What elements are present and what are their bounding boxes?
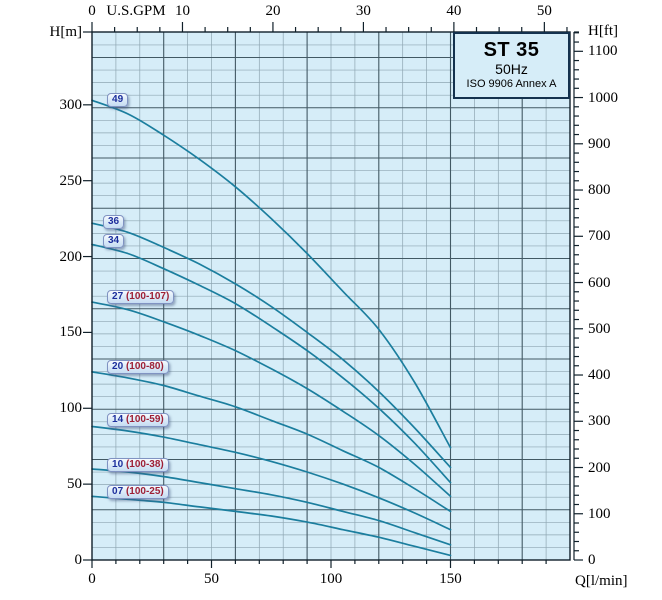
right-axis-tick-label: 600 xyxy=(588,274,611,291)
curve-stage-count: 07 xyxy=(112,486,124,498)
pump-curves xyxy=(91,99,452,557)
top-axis-tick-label: 50 xyxy=(536,3,552,19)
top-axis-title: U.S.GPM xyxy=(106,3,166,19)
right-axis-tick-label: 900 xyxy=(588,135,611,152)
title-box: ST 35 50Hz ISO 9906 Annex A xyxy=(453,32,570,99)
pump-curve-36 xyxy=(91,222,452,469)
curve-stage-count: 27 xyxy=(112,290,124,302)
curve-label-10: 10 (100-38) xyxy=(107,458,169,473)
frequency-label: 50Hz xyxy=(495,61,528,77)
right-axis-tick-label: 800 xyxy=(588,182,611,199)
top-axis-tick-label: 20 xyxy=(265,3,281,19)
bottom-axis-tick-label: 100 xyxy=(319,571,343,587)
curve-label-07: 07 (100-25) xyxy=(107,485,169,500)
right-axis-tick-label: 700 xyxy=(588,228,611,245)
standard-label: ISO 9906 Annex A xyxy=(466,78,557,90)
curve-motor-code: (100-25) xyxy=(123,486,164,498)
bottom-axis-tick-label: 0 xyxy=(88,571,96,587)
left-axis-tick-label: 200 xyxy=(59,248,83,265)
pump-curve-14 xyxy=(91,425,452,531)
curve-motor-code: (100-80) xyxy=(123,361,164,372)
left-axis-tick-label: 150 xyxy=(59,324,83,341)
curve-stage-count: 34 xyxy=(107,234,120,246)
top-axis-tick-label: 40 xyxy=(446,3,462,19)
left-axis-tick-label: 100 xyxy=(59,400,83,417)
curve-motor-code: (100-59) xyxy=(123,413,164,425)
right-axis-tick-label: 1000 xyxy=(588,89,618,106)
bottom-axis-tick-label: 50 xyxy=(204,571,219,587)
right-axis-tick-label: 1100 xyxy=(588,43,618,60)
bottom-axis-title: Q[l/min] xyxy=(575,573,628,589)
top-axis-tick-label: 30 xyxy=(355,3,371,19)
axis-ticks xyxy=(83,22,583,568)
curve-stage-count: 20 xyxy=(112,361,124,372)
pump-curve-10 xyxy=(91,468,452,546)
curve-label-27: 27 (100-107) xyxy=(107,289,175,304)
curve-stage-count: 49 xyxy=(112,93,124,105)
right-axis-tick-label: 500 xyxy=(588,320,611,337)
pump-curve-20 xyxy=(91,371,452,513)
curve-stage-count: 36 xyxy=(107,215,120,227)
left-axis-tick-label: 250 xyxy=(59,172,83,189)
right-axis-tick-label: 300 xyxy=(588,413,611,430)
curve-label-36: 36 xyxy=(102,214,125,229)
left-axis-title: H[m] xyxy=(49,24,83,40)
curve-motor-code: (100-38) xyxy=(123,459,164,471)
left-axis-tick-label: 50 xyxy=(67,476,82,493)
right-axis-tick-label: 100 xyxy=(588,505,611,522)
curve-label-20: 20 (100-80) xyxy=(107,360,169,374)
pump-curve-34 xyxy=(91,243,452,484)
left-axis-tick-label: 0 xyxy=(74,552,83,568)
curve-label-34: 34 xyxy=(102,233,125,248)
right-axis-title: H[ft] xyxy=(588,23,618,39)
pump-curve-07 xyxy=(91,495,452,557)
right-axis-tick-label: 400 xyxy=(588,367,611,384)
pump-curve-27 xyxy=(91,301,452,498)
curve-stage-count: 10 xyxy=(112,459,124,471)
right-axis-tick-label: 0 xyxy=(588,552,596,568)
pump-model-label: ST 35 xyxy=(483,39,540,61)
bottom-axis-tick-label: 150 xyxy=(439,571,462,587)
right-axis-tick-label: 200 xyxy=(588,459,611,476)
top-axis-tick-label: 0 xyxy=(88,3,96,19)
top-axis-tick-label: 10 xyxy=(174,3,190,19)
curve-motor-code: (100-107) xyxy=(123,290,170,302)
pump-curve-49 xyxy=(91,99,452,449)
left-axis-tick-label: 300 xyxy=(59,96,83,113)
curve-label-49: 49 xyxy=(107,92,129,107)
curve-stage-count: 14 xyxy=(112,413,124,425)
curve-label-14: 14 (100-59) xyxy=(107,412,169,427)
